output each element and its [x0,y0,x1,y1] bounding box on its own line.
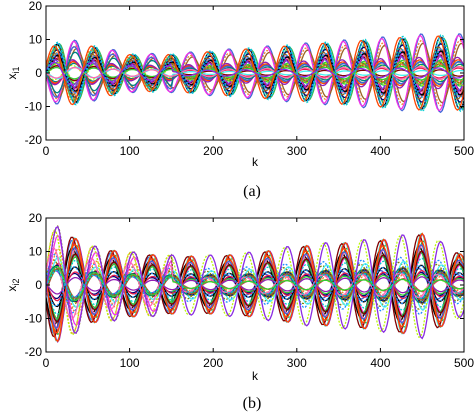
x-tick-label: 100 [120,144,140,158]
series-group-a [46,33,464,114]
y-tick-label: 20 [29,0,43,13]
y-tick-label: 0 [35,66,42,80]
y-tick-label: 10 [29,33,43,47]
y-axis-label-a: xi1 [5,66,21,79]
series-line [46,34,464,113]
y-tick-label: -10 [25,100,43,114]
series-line [46,265,464,302]
x-tick-label: 0 [43,144,50,158]
x-axis-label-a: k [252,155,259,169]
series-line [46,34,464,112]
series-line [46,229,464,338]
series-line [46,225,464,340]
series-line [46,270,464,299]
series-group-b [46,225,464,343]
series-line [46,42,464,104]
x-tick-label: 0 [43,356,50,370]
series-line [46,65,464,81]
series-line [46,35,464,111]
y-tick-label: -20 [25,133,43,147]
x-tick-label: 200 [203,144,223,158]
x-tick-label: 500 [454,144,474,158]
x-axis-label-b: k [252,369,259,383]
caption-b: (b) [243,395,262,412]
y-tick-label: 20 [29,211,43,225]
x-tick-label: 400 [370,144,390,158]
x-tick-label: 400 [370,356,390,370]
y-tick-label: -10 [25,312,43,326]
caption-a: (a) [243,183,261,200]
x-tick-label: 300 [287,356,307,370]
x-tick-label: 500 [454,356,474,370]
x-tick-label: 100 [120,356,140,370]
series-line [46,232,464,343]
x-tick-label: 200 [203,356,223,370]
series-line [46,46,464,100]
y-tick-label: 0 [35,278,42,292]
y-tick-label: 10 [29,245,43,259]
y-axis-label-b: xi2 [5,278,21,291]
y-tick-label: -20 [25,345,43,359]
x-tick-label: 300 [287,144,307,158]
